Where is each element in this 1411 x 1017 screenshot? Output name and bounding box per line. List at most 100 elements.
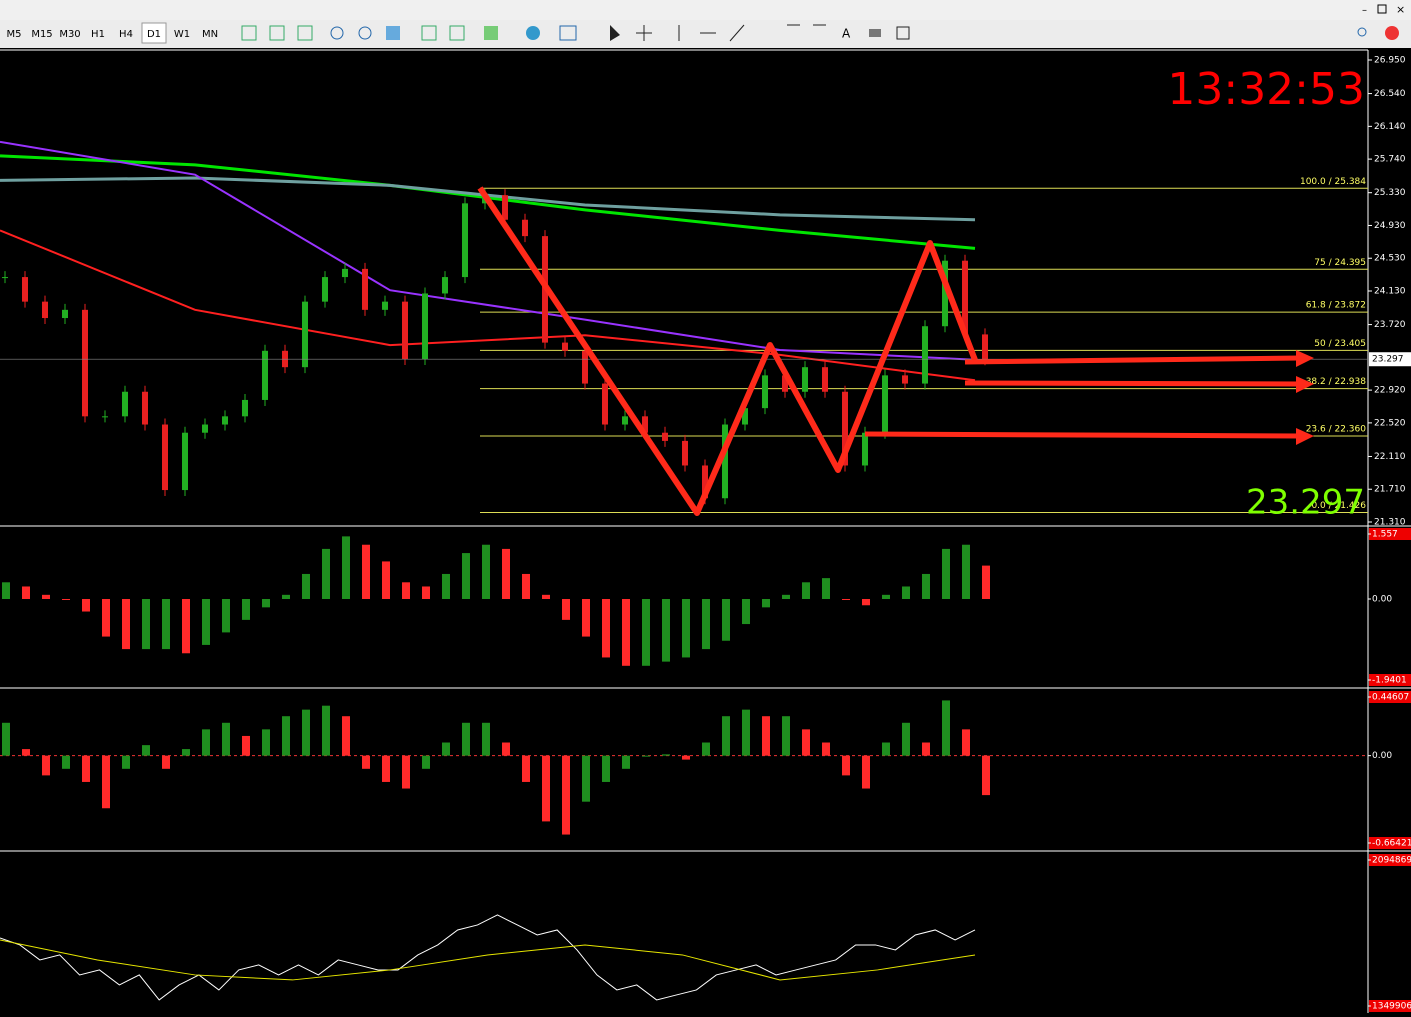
candle <box>622 416 628 425</box>
histogram-bar <box>522 755 530 782</box>
period-icon[interactable] <box>526 26 540 40</box>
histogram-bar <box>642 599 650 666</box>
indicator-tick-label: 2094869 <box>1372 856 1411 866</box>
candle <box>982 334 988 360</box>
histogram-bar <box>282 594 290 600</box>
label-tool[interactable] <box>869 29 881 37</box>
timeframe-button[interactable]: MN <box>202 29 218 40</box>
text-label-tool[interactable] <box>896 26 910 40</box>
clock: 13:32:53 <box>1167 64 1365 115</box>
price-tick-label: 22.110 <box>1374 452 1406 462</box>
histogram-bar <box>582 599 590 637</box>
histogram-bar <box>442 742 450 756</box>
timeframe-button[interactable]: M5 <box>7 29 22 40</box>
zoom-in[interactable] <box>330 26 344 40</box>
axis-label-box <box>1369 691 1411 703</box>
histogram-bar <box>2 722 10 756</box>
price-tick-label: 26.950 <box>1374 56 1406 66</box>
draw-icons[interactable] <box>678 24 745 42</box>
histogram-bar <box>782 594 790 600</box>
histogram-bar <box>202 729 210 756</box>
timeframe-button[interactable]: H4 <box>119 29 133 40</box>
search-icon[interactable] <box>1357 27 1367 37</box>
candle <box>802 367 808 392</box>
histogram-bar <box>602 755 610 782</box>
histogram-bar <box>582 755 590 802</box>
candle <box>222 416 228 425</box>
cursor-icon[interactable] <box>610 25 620 41</box>
minimize-btn[interactable]: – <box>1362 5 1367 16</box>
histogram-bar <box>42 594 50 600</box>
timeframe-button[interactable]: M15 <box>31 29 52 40</box>
tool-icon[interactable] <box>241 25 257 41</box>
histogram-bar <box>802 729 810 756</box>
price-tick-label: 23.720 <box>1374 320 1406 330</box>
price-tick-label: 21.710 <box>1374 485 1406 495</box>
candle <box>242 399 248 417</box>
histogram-bar <box>822 742 830 756</box>
histogram-bar <box>122 599 130 650</box>
indicator-line <box>0 939 976 981</box>
tool-icon[interactable] <box>297 25 313 41</box>
candle <box>842 391 848 466</box>
candle <box>22 277 28 302</box>
histogram-bar <box>842 599 850 601</box>
histogram-bar <box>762 716 770 756</box>
zoom-out[interactable] <box>358 26 372 40</box>
candle <box>182 432 188 491</box>
candle <box>922 326 928 384</box>
candle <box>442 277 448 294</box>
histogram-bar <box>662 599 670 662</box>
histogram-bar <box>302 573 310 600</box>
template-icon[interactable] <box>559 25 577 41</box>
histogram-bar <box>102 599 110 637</box>
timeframe-button[interactable]: H1 <box>91 29 105 40</box>
histogram-bar <box>42 755 50 776</box>
restore-btn[interactable] <box>1377 4 1387 14</box>
candle <box>642 416 648 433</box>
text-tool[interactable]: A <box>842 27 851 41</box>
candle <box>742 408 748 425</box>
tool-icon[interactable] <box>269 25 285 41</box>
price-tick-label: 24.530 <box>1374 254 1406 264</box>
price-tick-label: 25.740 <box>1374 155 1406 165</box>
timeframe-button[interactable]: W1 <box>174 29 190 40</box>
candle <box>62 309 68 319</box>
tool-icon[interactable] <box>449 25 465 41</box>
histogram-bar <box>862 755 870 789</box>
candle <box>2 277 8 279</box>
histogram-bar <box>862 599 870 606</box>
axis-label-box <box>1369 854 1411 866</box>
current-price-box <box>1369 352 1411 367</box>
price-tick-label: 26.540 <box>1374 89 1406 99</box>
candle <box>202 424 208 433</box>
toolbar <box>0 20 1411 48</box>
histogram-bar <box>902 722 910 756</box>
tool-icon[interactable] <box>421 25 437 41</box>
window-buttons[interactable]: – × <box>1362 3 1405 16</box>
histogram-bar <box>722 716 730 756</box>
axis-label-box <box>1369 528 1411 540</box>
indicator-icon[interactable] <box>484 26 498 40</box>
tile-icon[interactable] <box>386 26 400 40</box>
close-btn[interactable]: × <box>1396 3 1405 16</box>
crosshair-icon[interactable] <box>636 25 652 41</box>
fib-label: 50 / 23.405 <box>1314 339 1366 349</box>
histogram-bar <box>382 561 390 600</box>
candle <box>162 424 168 491</box>
histogram-bar <box>182 749 190 756</box>
histogram-bar <box>62 755 70 769</box>
candle <box>422 293 428 359</box>
histogram-bar <box>562 599 570 620</box>
timeframe-button[interactable]: M30 <box>59 29 80 40</box>
timeframe-button[interactable]: D1 <box>147 29 161 40</box>
indicator-line <box>0 914 976 1001</box>
separators <box>0 49 1411 1013</box>
alerts-icon[interactable] <box>1385 26 1399 40</box>
candle <box>42 301 48 319</box>
histogram-bar <box>82 599 90 612</box>
candle <box>102 416 108 418</box>
candle <box>862 432 868 466</box>
title-bar <box>0 0 1411 20</box>
histogram-bar <box>762 599 770 608</box>
